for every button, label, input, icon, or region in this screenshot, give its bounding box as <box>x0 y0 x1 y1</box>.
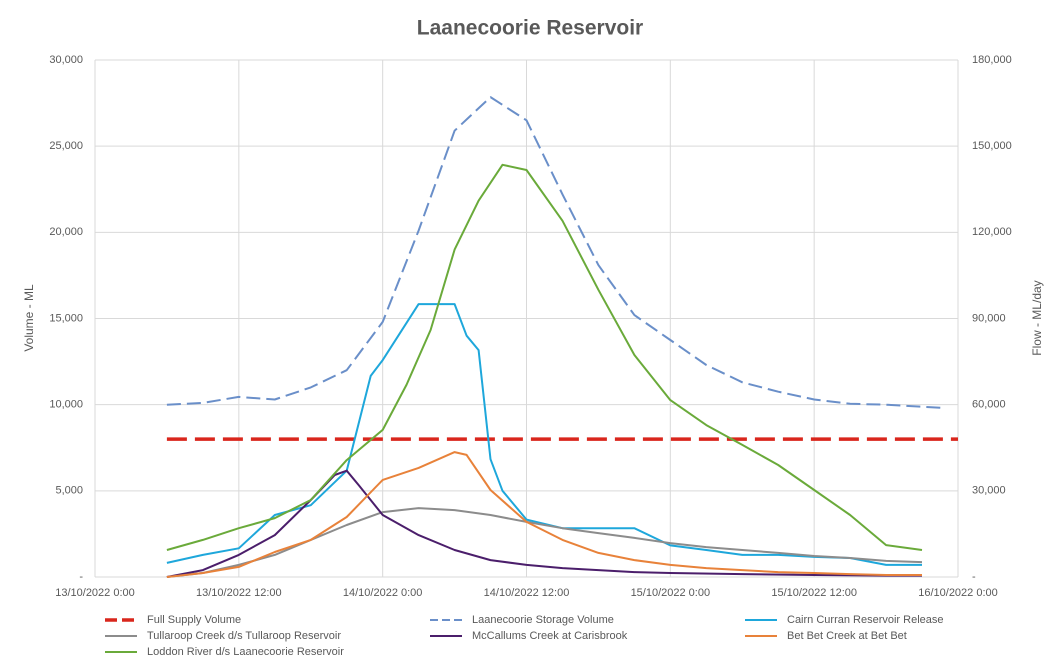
y-tick-label: - <box>79 571 83 583</box>
chart-title: Laanecoorie Reservoir <box>417 17 643 40</box>
legend-label: Tullaroop Creek d/s Tullaroop Reservoir <box>147 630 341 642</box>
x-tick-label: 13/10/2022 12:00 <box>196 587 282 599</box>
x-tick-label: 14/10/2022 12:00 <box>484 587 570 599</box>
y-tick-label: 20,000 <box>49 226 83 238</box>
legend-label: Bet Bet Creek at Bet Bet <box>787 630 907 642</box>
y-axis-label: Volume - ML <box>22 284 36 352</box>
legend-label: McCallums Creek at Carisbrook <box>472 630 628 642</box>
x-tick-label: 15/10/2022 0:00 <box>631 587 711 599</box>
y2-tick-label: 120,000 <box>972 226 1012 238</box>
x-tick-label: 16/10/2022 0:00 <box>918 587 998 599</box>
series-line <box>166 451 922 578</box>
legend-label: Loddon River d/s Laanecoorie Reservoir <box>147 646 344 658</box>
series-line <box>166 469 922 578</box>
series-line <box>166 303 922 566</box>
y-tick-label: 10,000 <box>49 399 83 411</box>
y2-axis-label: Flow - ML/day <box>1030 280 1044 355</box>
series-line <box>166 96 947 410</box>
y-tick-label: 15,000 <box>49 312 83 324</box>
y-tick-label: 30,000 <box>49 54 83 66</box>
y2-tick-label: 150,000 <box>972 140 1012 152</box>
y2-tick-label: 30,000 <box>972 485 1006 497</box>
x-tick-label: 14/10/2022 0:00 <box>343 587 423 599</box>
y-tick-label: 5,000 <box>55 485 83 497</box>
y2-tick-label: - <box>972 571 976 583</box>
y2-tick-label: 60,000 <box>972 399 1006 411</box>
y-tick-label: 25,000 <box>49 140 83 152</box>
y2-tick-label: 180,000 <box>972 54 1012 66</box>
legend-label: Laanecoorie Storage Volume <box>472 614 614 626</box>
y2-tick-label: 90,000 <box>972 312 1006 324</box>
x-tick-label: 15/10/2022 12:00 <box>771 587 857 599</box>
legend-label: Full Supply Volume <box>147 614 241 626</box>
series-line <box>166 507 923 578</box>
series-line <box>166 163 923 551</box>
legend-label: Cairn Curran Reservoir Release <box>787 614 944 626</box>
x-tick-label: 13/10/2022 0:00 <box>55 587 135 599</box>
